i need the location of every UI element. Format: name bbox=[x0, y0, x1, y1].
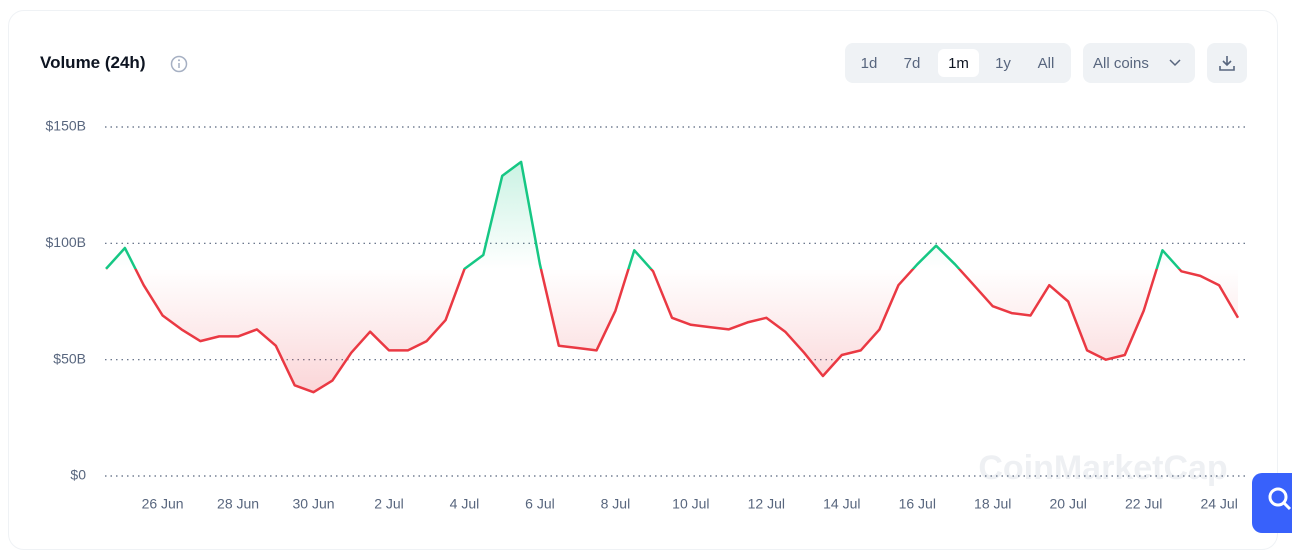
coins-dropdown[interactable]: All coins bbox=[1083, 43, 1195, 83]
period-button[interactable]: 1m bbox=[948, 55, 969, 72]
help-icon bbox=[1268, 487, 1292, 511]
period-button[interactable]: All bbox=[1037, 55, 1055, 72]
period-button[interactable]: 1d bbox=[860, 55, 878, 72]
period-button[interactable]: 7d bbox=[903, 55, 921, 72]
title: Volume (24h) bbox=[40, 53, 146, 72]
help-button[interactable] bbox=[1252, 473, 1292, 533]
period-selected bbox=[938, 49, 979, 77]
info-icon[interactable] bbox=[170, 55, 188, 73]
download-icon bbox=[1219, 56, 1235, 71]
card bbox=[8, 10, 1278, 550]
chevron bbox=[1169, 59, 1181, 67]
period-button[interactable]: 1y bbox=[995, 55, 1011, 72]
download-button[interactable] bbox=[1207, 43, 1247, 83]
coins-label: All coins bbox=[1093, 55, 1149, 72]
